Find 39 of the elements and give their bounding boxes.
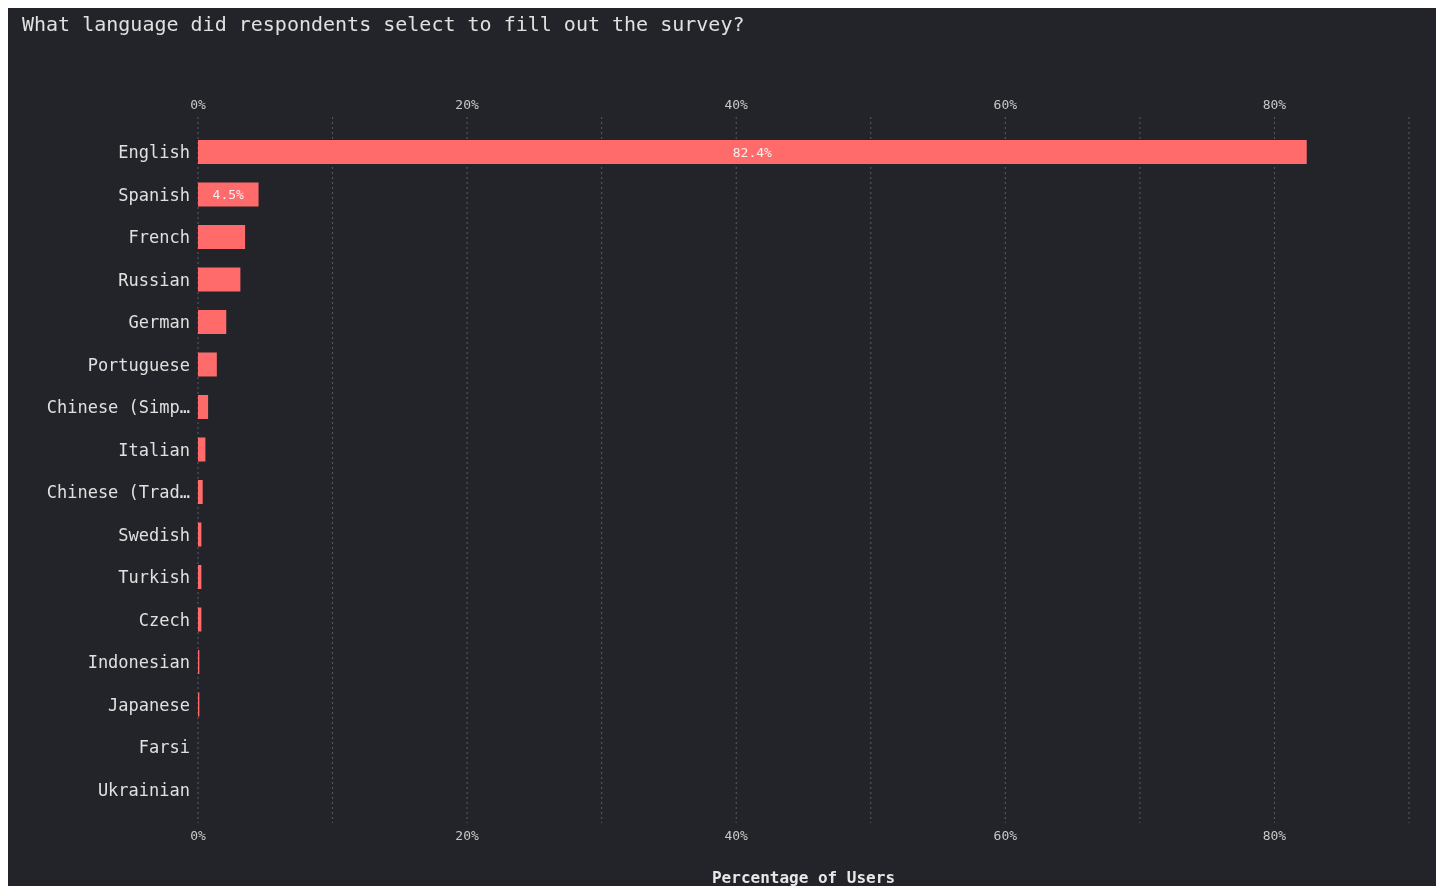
- y-tick-label: Farsi: [138, 737, 190, 758]
- y-tick-label: Ukrainian: [97, 779, 190, 800]
- x2-tick-label: 20%: [455, 97, 480, 112]
- y-tick-label: Czech: [138, 609, 190, 630]
- chart-title: What language did respondents select to fill out the survey?: [22, 12, 745, 36]
- bar: [198, 267, 241, 292]
- bar: [198, 310, 227, 334]
- y-tick-label: Italian: [118, 439, 190, 460]
- bar: [198, 437, 206, 462]
- y-tick-label: Portuguese: [87, 354, 190, 375]
- x-tick-label: 0%: [190, 828, 206, 844]
- x-tick-label: 20%: [455, 828, 480, 844]
- x2-tick-label: 80%: [1262, 97, 1287, 112]
- data-label: 4.5%: [212, 187, 245, 203]
- y-tick-label: Russian: [118, 269, 190, 290]
- y-tick-label: Swedish: [118, 524, 190, 545]
- y-tick-label: Chinese (Simp…: [46, 397, 190, 418]
- bar: [198, 480, 203, 504]
- x2-tick-label: 0%: [190, 97, 206, 112]
- y-tick-label: Indonesian: [87, 652, 190, 673]
- y-tick-label: German: [128, 312, 190, 333]
- y-tick-label: Japanese: [108, 694, 190, 715]
- bar: [198, 352, 217, 377]
- y-tick-label: French: [128, 227, 190, 248]
- x-tick-label: 60%: [993, 828, 1018, 844]
- y-tick-label: Spanish: [118, 184, 190, 205]
- y-tick-label: English: [118, 142, 190, 163]
- x-tick-label: 80%: [1262, 828, 1287, 844]
- bar: [198, 225, 246, 249]
- y-tick-label: Chinese (Trad…: [46, 482, 190, 503]
- x-axis-title: Percentage of Users: [711, 868, 896, 887]
- x-tick-label: 40%: [724, 828, 749, 844]
- bar: [198, 182, 259, 207]
- bar: [198, 395, 209, 419]
- x2-tick-label: 40%: [724, 97, 749, 112]
- x2-tick-label: 60%: [993, 97, 1018, 112]
- bar: [198, 140, 1307, 164]
- data-label: 82.4%: [732, 144, 773, 160]
- y-tick-label: Turkish: [118, 567, 190, 588]
